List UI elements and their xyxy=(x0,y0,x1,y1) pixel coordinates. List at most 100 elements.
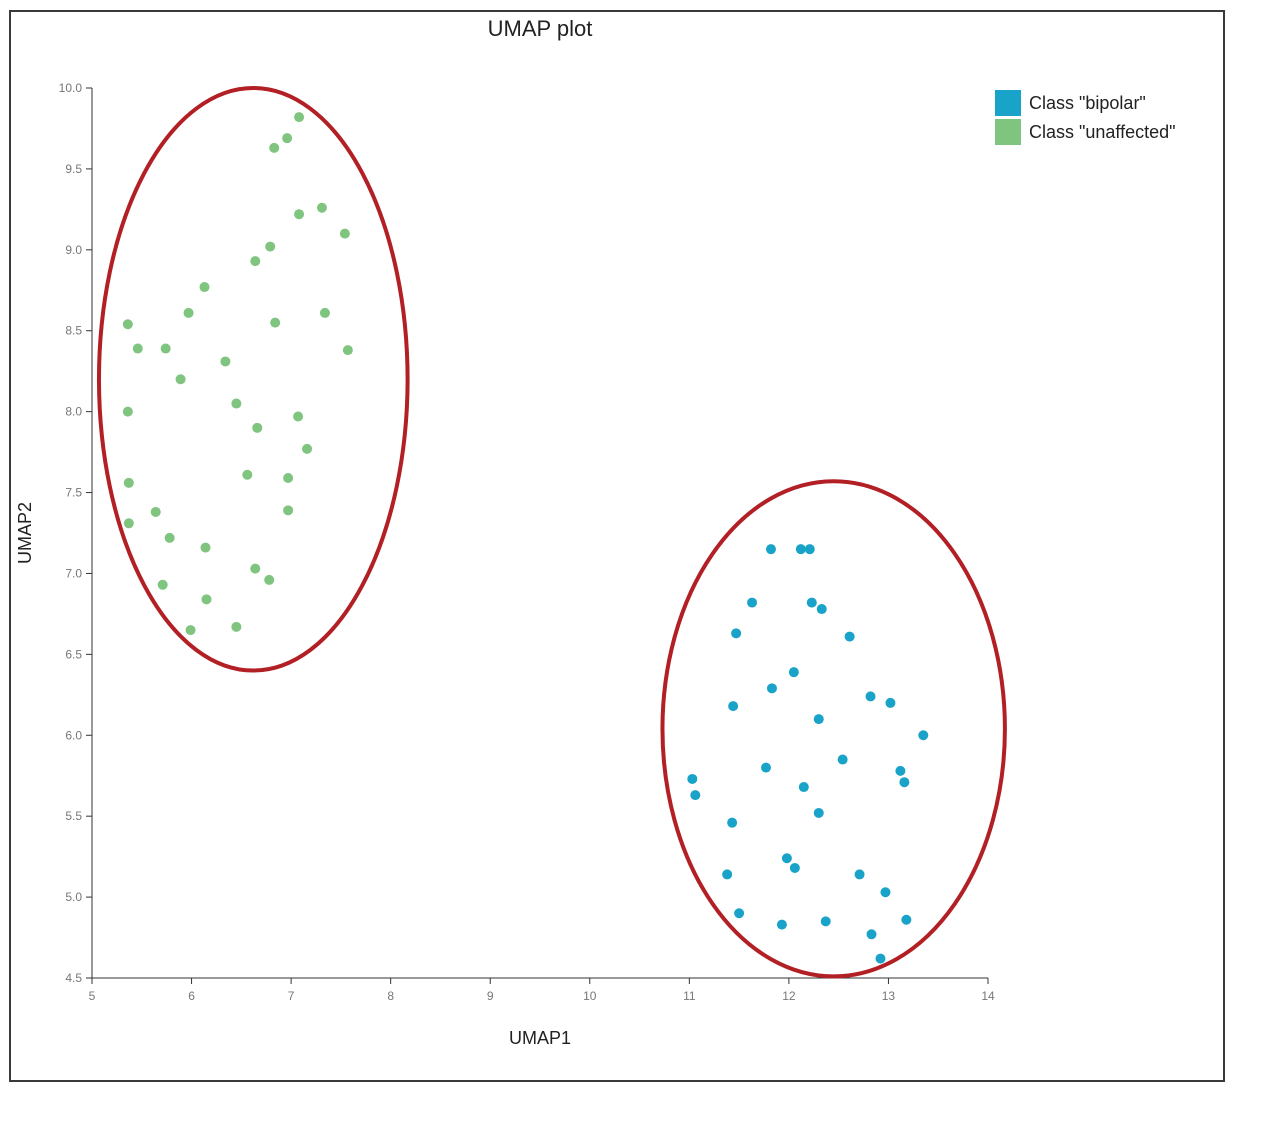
data-point-series-0 xyxy=(788,667,799,678)
data-point-series-0 xyxy=(854,869,865,880)
data-point-series-0 xyxy=(880,887,891,898)
data-point-series-0 xyxy=(837,754,848,765)
data-point-series-1 xyxy=(122,319,133,330)
data-point-series-1 xyxy=(302,443,313,454)
legend-swatch xyxy=(995,90,1021,116)
data-point-series-0 xyxy=(747,597,758,608)
data-point-series-1 xyxy=(342,345,353,356)
data-point-series-0 xyxy=(866,929,877,940)
axes: 5 6 7 8 9 10 11 12 13 14 4.5 5.0 5.5 6.0 6.5 7.0 7.5 8.0 8… xyxy=(59,81,995,1003)
data-point-series-1 xyxy=(185,625,196,636)
data-point-series-0 xyxy=(765,544,776,555)
y-tick-label: 5.5 xyxy=(65,809,82,823)
data-point-series-0 xyxy=(766,683,777,694)
data-point-series-0 xyxy=(813,807,824,818)
data-point-series-1 xyxy=(123,518,134,529)
x-tick-label: 12 xyxy=(782,989,796,1003)
y-tick-label: 10.0 xyxy=(59,81,83,95)
data-point-series-1 xyxy=(201,594,212,605)
data-point-series-0 xyxy=(816,604,827,615)
data-point-series-1 xyxy=(200,542,211,553)
data-point-series-0 xyxy=(844,631,855,642)
data-point-series-1 xyxy=(316,202,327,213)
data-point-series-0 xyxy=(687,773,698,784)
data-point-series-0 xyxy=(865,691,876,702)
data-point-series-0 xyxy=(918,730,929,741)
data-point-series-1 xyxy=(199,282,210,293)
y-tick-label: 9.0 xyxy=(65,243,82,257)
data-point-series-0 xyxy=(820,916,831,927)
data-point-series-0 xyxy=(789,862,800,873)
x-tick-label: 6 xyxy=(188,989,195,1003)
data-point-series-1 xyxy=(269,142,280,153)
data-point-series-0 xyxy=(728,701,739,712)
data-point-series-0 xyxy=(885,697,896,708)
x-tick-label: 5 xyxy=(89,989,96,1003)
data-point-series-1 xyxy=(231,398,242,409)
data-point-series-1 xyxy=(175,374,186,385)
legend-label: Class "unaffected" xyxy=(1029,122,1176,142)
data-point-series-0 xyxy=(690,790,701,801)
y-tick-label: 5.0 xyxy=(65,890,82,904)
data-point-series-1 xyxy=(160,343,171,354)
data-point-series-0 xyxy=(875,953,886,964)
data-point-series-0 xyxy=(901,914,912,925)
y-tick-label: 6.5 xyxy=(65,647,82,661)
data-point-series-1 xyxy=(293,411,304,422)
data-point-series-1 xyxy=(339,228,350,239)
data-point-series-1 xyxy=(270,317,281,328)
y-tick-label: 6.0 xyxy=(65,728,82,742)
y-tick-label: 8.0 xyxy=(65,405,82,419)
data-point-series-0 xyxy=(731,628,742,639)
data-point-series-1 xyxy=(319,307,330,318)
data-point-series-1 xyxy=(183,307,194,318)
data-point-series-1 xyxy=(252,422,263,433)
data-point-series-1 xyxy=(250,256,261,267)
data-point-series-0 xyxy=(895,765,906,776)
data-point-series-0 xyxy=(776,919,787,930)
data-points xyxy=(122,112,929,964)
x-axis-label: UMAP1 xyxy=(509,1028,571,1048)
data-point-series-1 xyxy=(294,209,305,220)
data-point-series-1 xyxy=(123,477,134,488)
data-point-series-1 xyxy=(250,563,261,574)
data-point-series-1 xyxy=(132,343,143,354)
data-point-series-1 xyxy=(231,621,242,632)
x-tick-label: 14 xyxy=(981,989,995,1003)
y-tick-label: 7.0 xyxy=(65,566,82,580)
data-point-series-1 xyxy=(164,532,175,543)
data-point-series-1 xyxy=(265,241,276,252)
data-point-series-1 xyxy=(294,112,305,123)
data-point-series-0 xyxy=(760,762,771,773)
chart-frame xyxy=(9,10,1225,1082)
annotation-ellipse xyxy=(96,86,410,673)
data-point-series-0 xyxy=(899,777,910,788)
annotation-ellipses xyxy=(96,86,1007,979)
x-tick-label: 8 xyxy=(387,989,394,1003)
x-tick-label: 7 xyxy=(288,989,295,1003)
data-point-series-0 xyxy=(781,853,792,864)
data-point-series-1 xyxy=(150,506,161,517)
data-point-series-1 xyxy=(283,505,294,516)
y-tick-label: 4.5 xyxy=(65,971,82,985)
data-point-series-0 xyxy=(813,714,824,725)
data-point-series-0 xyxy=(734,908,745,919)
data-point-series-0 xyxy=(798,782,809,793)
legend: Class "bipolar" Class "unaffected" xyxy=(995,90,1176,145)
x-tick-label: 13 xyxy=(882,989,896,1003)
x-tick-label: 10 xyxy=(583,989,597,1003)
x-tick-label: 9 xyxy=(487,989,494,1003)
x-tick-label: 11 xyxy=(683,989,696,1003)
annotation-ellipse xyxy=(660,479,1007,979)
data-point-series-1 xyxy=(122,406,133,417)
y-axis-label: UMAP2 xyxy=(15,502,35,564)
data-point-series-0 xyxy=(804,544,815,555)
data-point-series-1 xyxy=(283,472,294,483)
chart-title: UMAP plot xyxy=(488,16,593,41)
data-point-series-0 xyxy=(795,544,806,555)
data-point-series-1 xyxy=(264,574,275,585)
data-point-series-1 xyxy=(282,133,293,144)
data-point-series-0 xyxy=(727,817,738,828)
data-point-series-1 xyxy=(220,356,231,367)
data-point-series-0 xyxy=(806,597,817,608)
